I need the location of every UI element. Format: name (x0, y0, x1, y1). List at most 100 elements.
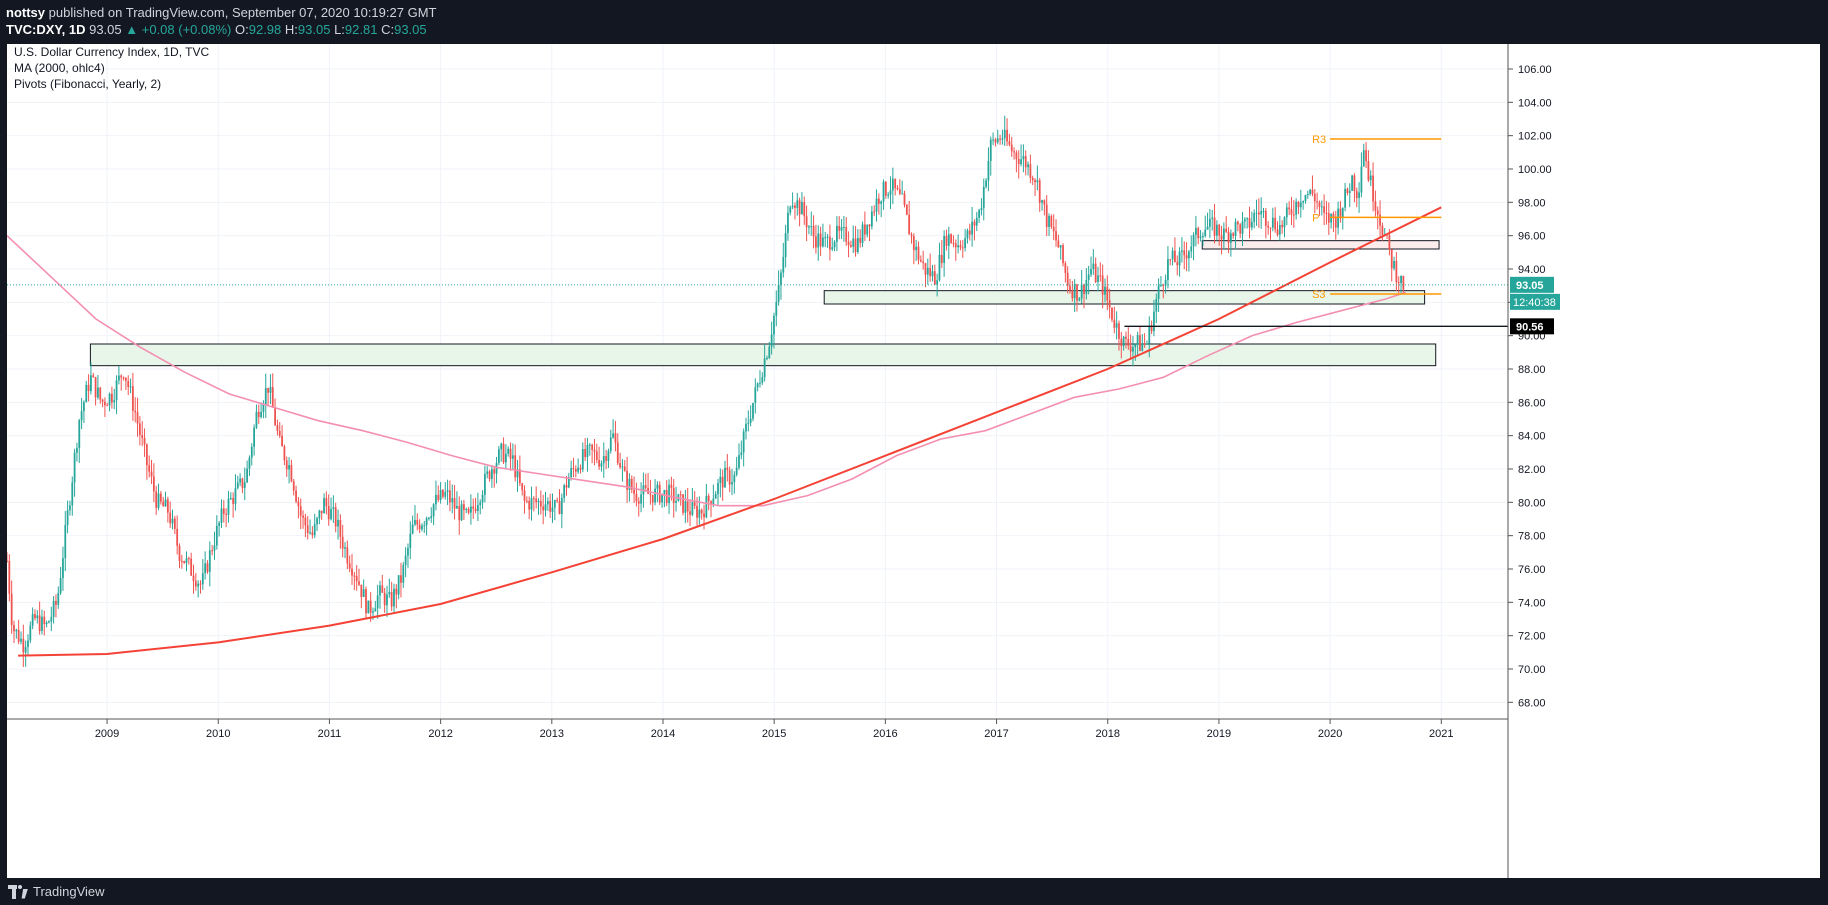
candle-body (488, 471, 491, 480)
candle-body (521, 483, 524, 491)
y-tick-label: 84.00 (1518, 431, 1546, 443)
candle-body (626, 470, 628, 490)
candle-body (1206, 226, 1209, 230)
candle-body (1185, 255, 1188, 259)
candle-body (411, 524, 414, 534)
candle-body (987, 160, 990, 181)
candle-body (1174, 250, 1176, 263)
candle-body (248, 457, 251, 469)
candle-body (1097, 275, 1099, 283)
candle-body (334, 507, 337, 527)
candle-body (31, 614, 34, 626)
candle-body (1367, 161, 1370, 181)
brand-name: TradingView (33, 884, 105, 899)
candle-body (761, 377, 764, 383)
candle-body (754, 387, 757, 403)
candle-body (735, 467, 738, 475)
candle-body (271, 386, 274, 408)
candle-body (1290, 209, 1293, 215)
candle-body (341, 536, 344, 549)
candle-body (1125, 336, 1127, 339)
candle-body (803, 201, 806, 217)
candle-body (1264, 210, 1267, 226)
candle-body (880, 201, 883, 204)
candle-body (656, 484, 659, 489)
candle-body (973, 221, 976, 226)
symbol-label[interactable]: TVC:DXY, 1D (6, 22, 86, 37)
candle-body (1344, 188, 1346, 208)
low-label: L: (334, 22, 345, 37)
candle-body (1157, 285, 1160, 299)
candle-body (463, 504, 465, 510)
candle-body (553, 500, 556, 508)
candle-body (262, 404, 265, 412)
candle-body (229, 497, 232, 499)
candle-body (1045, 204, 1048, 227)
candle-body (791, 205, 794, 208)
candle-body (190, 558, 193, 576)
candle-body (141, 434, 144, 438)
candle-body (1176, 262, 1179, 266)
candle-body (675, 501, 677, 503)
candle-body (269, 386, 272, 393)
low-value: 92.81 (344, 22, 378, 37)
candle-body (108, 393, 111, 406)
candle-body (306, 525, 309, 534)
trend-curve[interactable] (18, 206, 1442, 657)
candle-body (1246, 218, 1249, 220)
price-chart[interactable]: R3 P S3 68.00 70.00 72.00 74.00 76.00 78.00 80.0… (6, 44, 1820, 878)
candle-body (45, 622, 48, 625)
candle-body (227, 498, 230, 515)
candle-body (24, 647, 27, 653)
candle-body (586, 445, 589, 458)
candle-body (470, 506, 472, 513)
y-tick-label: 76.00 (1518, 564, 1546, 576)
candle-body (20, 638, 22, 642)
open-value: 92.98 (248, 22, 282, 37)
candle-body (630, 478, 633, 490)
candle-body (327, 506, 330, 520)
candle-body (124, 377, 127, 381)
author-name[interactable]: nottsy (6, 5, 45, 20)
candle-body (1283, 217, 1286, 228)
candle-body (614, 433, 617, 443)
close-value: 93.05 (394, 22, 427, 37)
candle-body (912, 236, 915, 251)
candle-body (346, 547, 349, 564)
candle-body (313, 524, 316, 536)
candle-body (1204, 229, 1207, 236)
candle-body (1094, 263, 1097, 283)
candle-body (444, 491, 447, 497)
candle-body (1115, 323, 1118, 328)
candle-body (1122, 336, 1125, 347)
candle-body (1393, 261, 1395, 269)
candle-body (612, 433, 615, 438)
candle-body (838, 225, 841, 231)
candle-body (640, 494, 642, 504)
candle-body (360, 584, 363, 597)
candle-body (882, 181, 885, 202)
chart-panel[interactable]: R3 P S3 68.00 70.00 72.00 74.00 76.00 78.00 80.0… (6, 44, 1820, 878)
candle-body (197, 583, 200, 587)
candle-body (644, 485, 647, 488)
candle-body (1155, 298, 1158, 312)
candle-body (982, 186, 985, 209)
candle-body (633, 489, 635, 494)
candle-body (483, 473, 486, 495)
candle-body (943, 235, 946, 263)
candle-body (1390, 249, 1393, 269)
candle-body (220, 508, 223, 523)
candle-body (798, 200, 801, 215)
candle-body (187, 558, 190, 560)
candle-body (432, 504, 435, 517)
candle-body (355, 575, 358, 582)
candle-body (954, 243, 957, 248)
candle-body (565, 485, 568, 488)
header-bar: nottsy published on TradingView.com, Sep… (0, 0, 1828, 44)
candle-body (971, 221, 974, 235)
tradingview-logo[interactable]: TradingView (8, 884, 105, 899)
candle-body (908, 214, 911, 235)
candle-body (824, 237, 827, 239)
candle-body (83, 402, 85, 412)
candle-body (325, 498, 328, 507)
